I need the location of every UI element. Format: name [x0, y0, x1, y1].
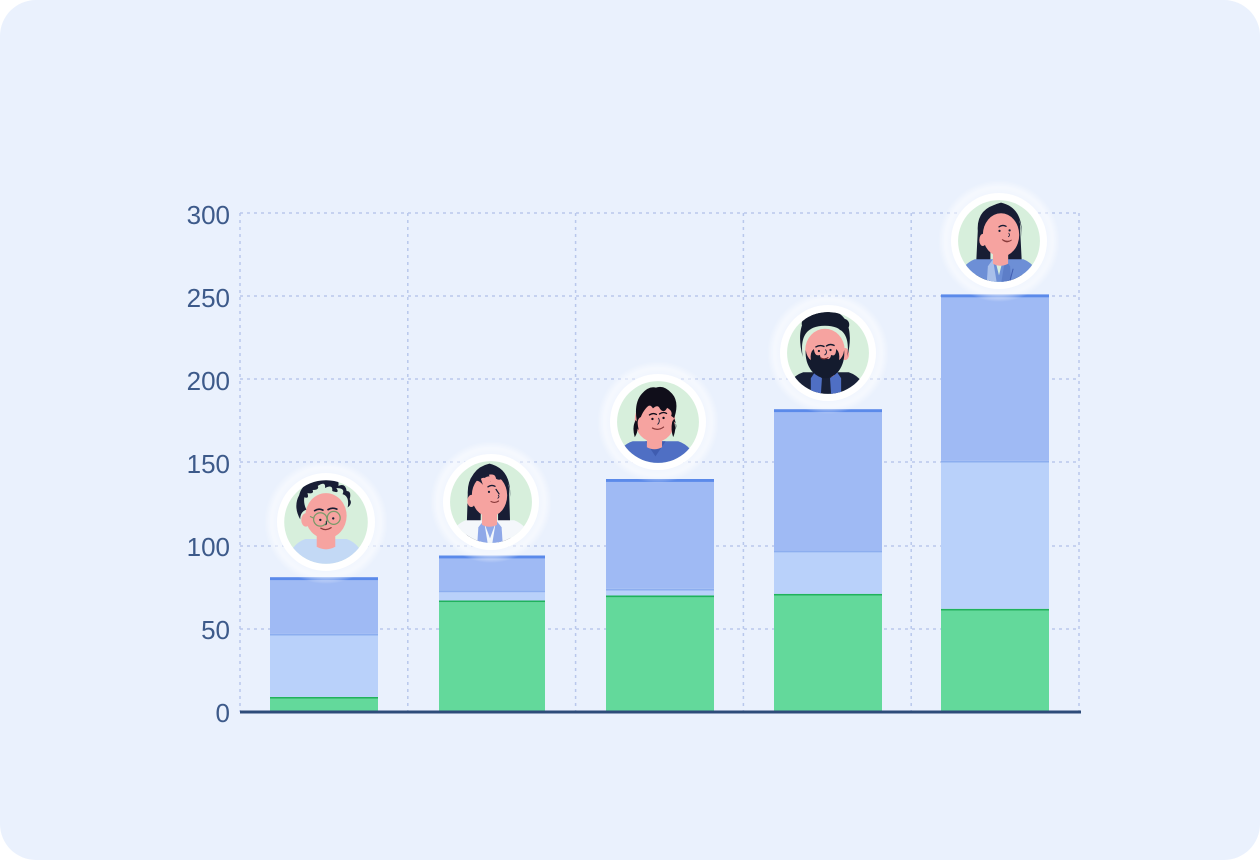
- svg-text:250: 250: [187, 283, 230, 313]
- svg-text:50: 50: [201, 615, 230, 645]
- svg-text:0: 0: [216, 698, 230, 728]
- svg-text:100: 100: [187, 532, 230, 562]
- svg-text:300: 300: [187, 200, 230, 230]
- svg-text:150: 150: [187, 449, 230, 479]
- svg-text:200: 200: [187, 366, 230, 396]
